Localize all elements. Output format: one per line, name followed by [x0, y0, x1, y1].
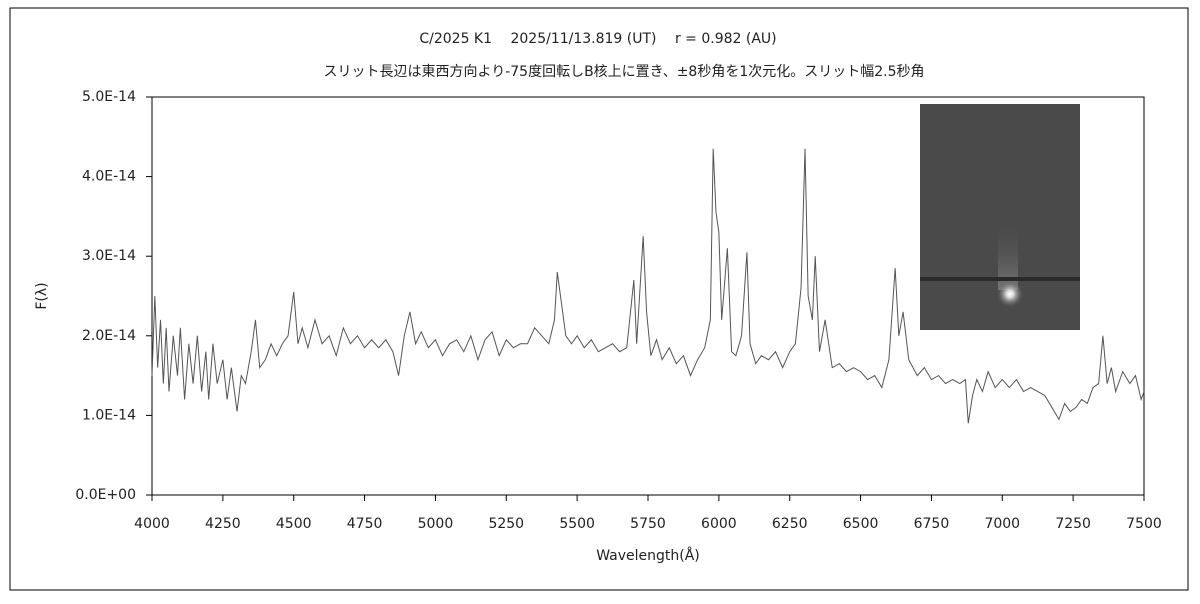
- spectrum-line: [151, 148, 1145, 424]
- y-tick-label: 0.0E+00: [75, 487, 136, 503]
- x-tick-label: 5500: [559, 516, 595, 532]
- x-tick-label: 4750: [347, 516, 383, 532]
- x-tick-label: 5000: [418, 516, 454, 532]
- inset-image: [920, 104, 1080, 330]
- x-tick-label: 4500: [276, 516, 312, 532]
- x-tick-label: 6000: [701, 516, 737, 532]
- chart-subtitle: スリット長辺は東西方向より-75度回転しB核上に置き、±8秒角を1次元化。スリッ…: [323, 64, 924, 80]
- x-tick-label: 6750: [914, 516, 950, 532]
- x-tick-label: 6500: [843, 516, 879, 532]
- y-tick-label: 2.0E-14: [82, 328, 136, 344]
- y-tick-label: 5.0E-14: [82, 89, 136, 105]
- inset-nucleus: [996, 280, 1024, 308]
- x-tick-label: 7500: [1126, 516, 1162, 532]
- chart-title: C/2025 K1 2025/11/13.819 (UT) r = 0.982 …: [419, 31, 776, 47]
- x-tick-label: 5250: [488, 516, 524, 532]
- inset-tail: [998, 220, 1018, 290]
- x-tick-label: 7000: [984, 516, 1020, 532]
- inset-slit: [920, 277, 1080, 281]
- y-tick-label: 4.0E-14: [82, 169, 136, 185]
- x-tick-label: 4250: [205, 516, 241, 532]
- y-tick-label: 3.0E-14: [82, 248, 136, 264]
- x-tick-label: 6250: [772, 516, 808, 532]
- x-tick-label: 7250: [1055, 516, 1091, 532]
- x-axis-label: Wavelength(Å): [596, 547, 700, 564]
- y-axis-label: F(λ): [34, 282, 50, 309]
- x-tick-label: 4000: [134, 516, 170, 532]
- y-tick-label: 1.0E-14: [82, 407, 136, 423]
- x-tick-label: 5750: [630, 516, 666, 532]
